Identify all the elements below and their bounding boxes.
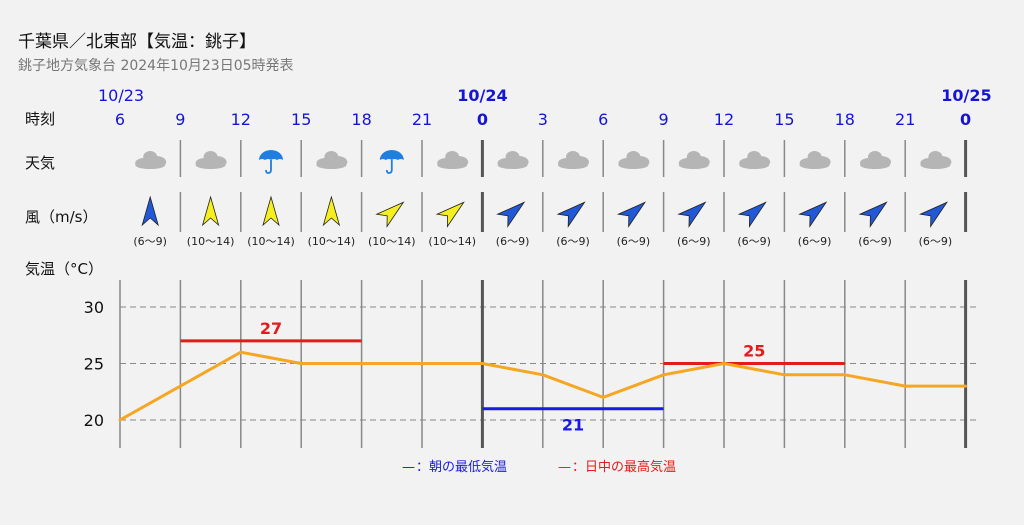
time-tick-label: 6 xyxy=(598,110,608,129)
cloud-icon xyxy=(739,151,771,169)
cloud-icon xyxy=(678,151,710,169)
y-tick-label: 30 xyxy=(84,298,104,317)
wind-range-label: (10〜14) xyxy=(187,235,235,248)
wind-range-label: (6〜9) xyxy=(919,235,953,248)
wind-arrow-icon xyxy=(435,201,465,228)
legend-min-text: ：朝の最低気温 xyxy=(416,459,507,475)
row-label-wind: 風（m/s） xyxy=(25,208,97,226)
wind-arrow-icon xyxy=(141,195,159,227)
cloud-icon xyxy=(316,151,348,169)
wind-range-label: (10〜14) xyxy=(368,235,416,248)
temperature-point xyxy=(782,373,786,377)
time-tick-label: 12 xyxy=(231,110,251,129)
legend-max-text: ：日中の最高気温 xyxy=(572,459,676,475)
date-label: 10/23 xyxy=(98,86,144,105)
cloud-icon xyxy=(799,151,831,169)
wind-range-label: (6〜9) xyxy=(133,235,167,248)
temperature-point xyxy=(601,395,605,399)
wind-arrow-icon xyxy=(616,201,647,228)
wind-arrow-icon xyxy=(737,201,767,228)
time-tick-label: 9 xyxy=(175,110,185,129)
time-tick-label: 18 xyxy=(835,110,855,129)
time-tick-label: 12 xyxy=(714,110,734,129)
wind-arrow-icon xyxy=(262,195,280,227)
page-subtitle: 銚子地方気象台 2024年10月23日05時発表 xyxy=(18,58,294,74)
time-tick-label: 9 xyxy=(659,110,669,129)
wind-range-label: (6〜9) xyxy=(798,235,832,248)
cloud-icon xyxy=(920,151,952,169)
wind-arrow-icon xyxy=(677,201,707,228)
wind-range-label: (6〜9) xyxy=(556,235,590,248)
cloud-icon xyxy=(195,151,227,169)
umbrella-icon xyxy=(259,150,283,174)
temperature-point xyxy=(964,384,968,388)
temperature-point xyxy=(662,373,666,377)
legend-max-dash: — xyxy=(558,460,571,475)
cloud-icon xyxy=(860,151,891,169)
time-tick-label: 0 xyxy=(477,110,488,129)
wind-arrow-icon xyxy=(322,195,341,227)
legend-min-dash: — xyxy=(402,460,415,475)
wind-arrow-icon xyxy=(918,201,949,228)
time-tick-label: 15 xyxy=(774,110,794,129)
time-tick-label: 18 xyxy=(351,110,371,129)
cloud-icon xyxy=(135,151,167,169)
time-tick-label: 6 xyxy=(115,110,125,129)
cloud-icon xyxy=(437,151,469,169)
temperature-point xyxy=(118,418,122,422)
temperature-point xyxy=(299,362,303,365)
y-tick-label: 25 xyxy=(84,355,104,374)
time-tick-label: 0 xyxy=(960,110,971,129)
temperature-point xyxy=(360,362,364,365)
wind-range-label: (6〜9) xyxy=(617,235,651,248)
temperature-point xyxy=(420,362,424,365)
wind-arrow-icon xyxy=(556,201,586,228)
cloud-icon xyxy=(558,151,589,169)
wind-arrow-icon xyxy=(375,201,405,228)
date-label: 10/25 xyxy=(941,86,991,105)
row-label-temp: 気温（°C） xyxy=(25,260,103,278)
umbrella-icon xyxy=(379,150,404,174)
row-label-time: 時刻 xyxy=(25,110,55,128)
time-tick-label: 3 xyxy=(538,110,548,129)
wind-range-label: (6〜9) xyxy=(858,235,892,248)
temperature-point xyxy=(843,373,847,377)
wind-range-label: (10〜14) xyxy=(428,235,476,248)
time-tick-label: 15 xyxy=(291,110,311,129)
max-temp-label: 25 xyxy=(743,342,765,361)
temperature-point xyxy=(903,384,907,388)
wind-arrow-icon xyxy=(798,201,828,228)
date-label: 10/24 xyxy=(457,86,507,105)
wind-range-label: (6〜9) xyxy=(737,235,771,248)
wind-range-label: (6〜9) xyxy=(496,235,530,248)
time-tick-label: 21 xyxy=(412,110,432,129)
max-temp-label: 27 xyxy=(260,319,282,338)
page-title: 千葉県／北東部【気温：銚子】 xyxy=(18,32,256,52)
temperature-point xyxy=(239,350,243,354)
wind-range-label: (6〜9) xyxy=(677,235,711,248)
wind-range-label: (10〜14) xyxy=(308,235,356,248)
y-tick-label: 20 xyxy=(84,411,104,430)
time-tick-label: 21 xyxy=(895,110,915,129)
temperature-point xyxy=(541,373,545,377)
cloud-icon xyxy=(497,151,529,169)
temperature-point xyxy=(178,384,182,388)
wind-arrow-icon xyxy=(496,201,526,228)
cloud-icon xyxy=(618,151,650,169)
row-label-weather: 天気 xyxy=(25,154,55,172)
wind-range-label: (10〜14) xyxy=(247,235,295,248)
wind-arrow-icon xyxy=(858,201,888,228)
temperature-point xyxy=(480,362,484,365)
min-temp-label: 21 xyxy=(562,416,584,435)
wind-arrow-icon xyxy=(201,195,220,227)
temperature-point xyxy=(722,362,726,365)
